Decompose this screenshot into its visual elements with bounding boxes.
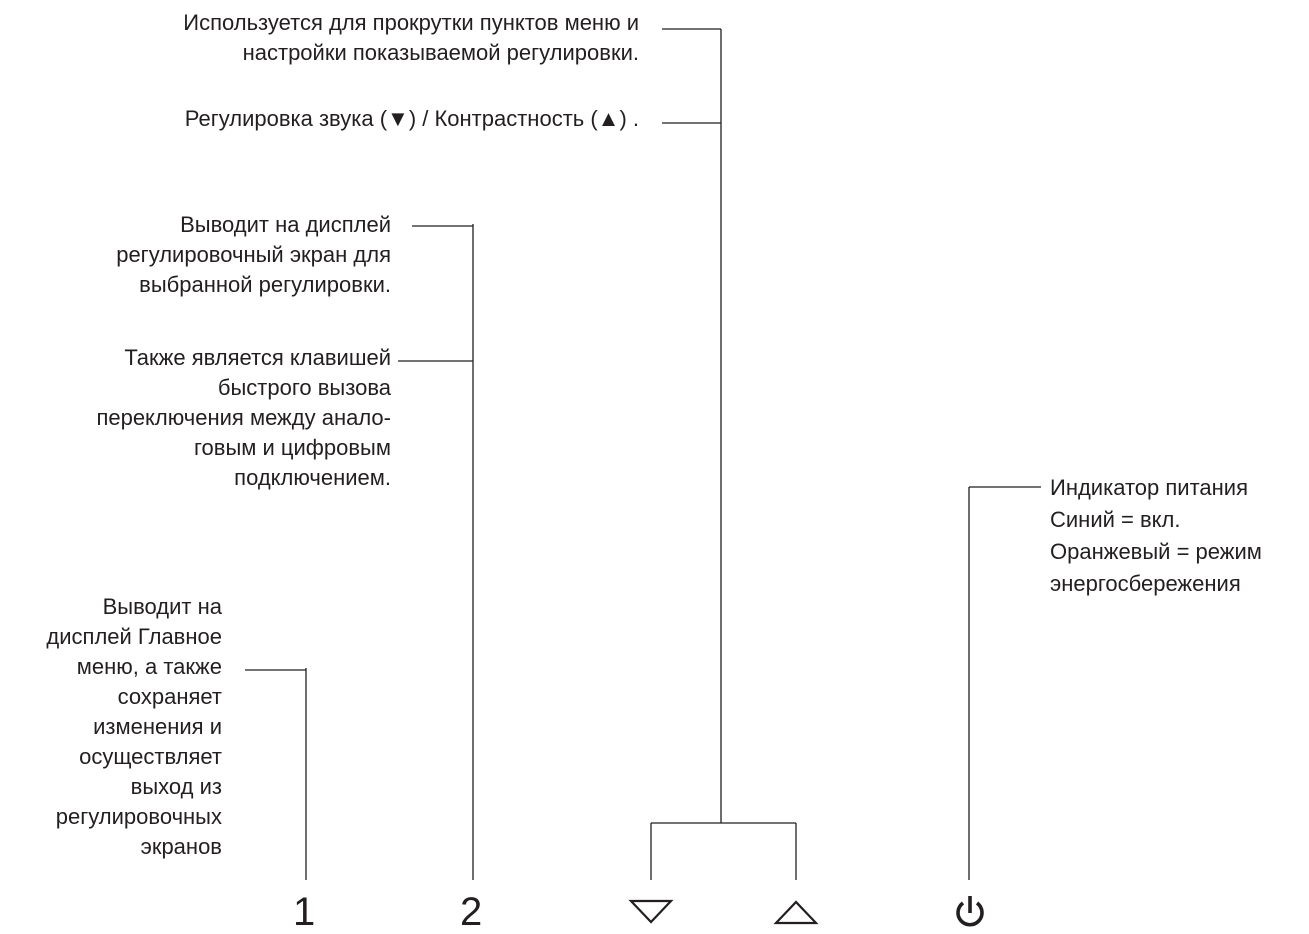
power-indicator-label: Индикатор питания Синий = вкл. Оранжевый…: [1050, 475, 1262, 596]
volume-contrast-label: Регулировка звука (▼) / Контрастность (▲…: [184, 106, 639, 131]
main-menu-label: Выводит на дисплей Главное меню, а также…: [46, 594, 222, 859]
down-triangle-icon[interactable]: [628, 898, 674, 926]
hotkey-label: Также является клавишей быстрого вызова …: [96, 345, 391, 490]
key-2[interactable]: 2: [460, 890, 483, 934]
up-triangle-icon[interactable]: [773, 898, 819, 926]
scroll-menu-label: Используется для прокрутки пунктов меню …: [183, 10, 639, 65]
power-icon[interactable]: [952, 893, 988, 931]
key-1[interactable]: 1: [293, 890, 316, 934]
display-adjust-label: Выводит на дисплей регулировочный экран …: [116, 212, 391, 297]
